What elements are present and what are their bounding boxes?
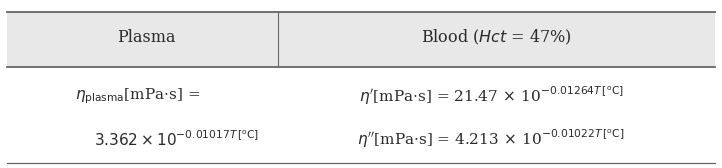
Text: Plasma: Plasma <box>117 29 175 46</box>
Text: $\eta_{\mathrm{plasma}}$[mPa$\cdot$s] =: $\eta_{\mathrm{plasma}}$[mPa$\cdot$s] = <box>74 86 200 106</box>
Text: $\eta''$[mPa$\cdot$s] = 4.213$\,\times\,$10$^{-0.01022T\,[{}^{\mathrm{o}}\mathrm: $\eta''$[mPa$\cdot$s] = 4.213$\,\times\,… <box>357 128 625 151</box>
Text: Blood ($\mathit{Hct}$ = 47%): Blood ($\mathit{Hct}$ = 47%) <box>421 28 572 47</box>
Text: $3.362\times10^{-0.01017T\,[{}^{\mathrm{o}}\mathrm{C}]}$: $3.362\times10^{-0.01017T\,[{}^{\mathrm{… <box>94 130 259 149</box>
Text: $\eta'$[mPa$\cdot$s] = 21.47$\,\times\,$10$^{-0.01264T\,[{}^{\mathrm{o}}\mathrm{: $\eta'$[mPa$\cdot$s] = 21.47$\,\times\,$… <box>359 85 623 107</box>
Bar <box>7 12 715 67</box>
